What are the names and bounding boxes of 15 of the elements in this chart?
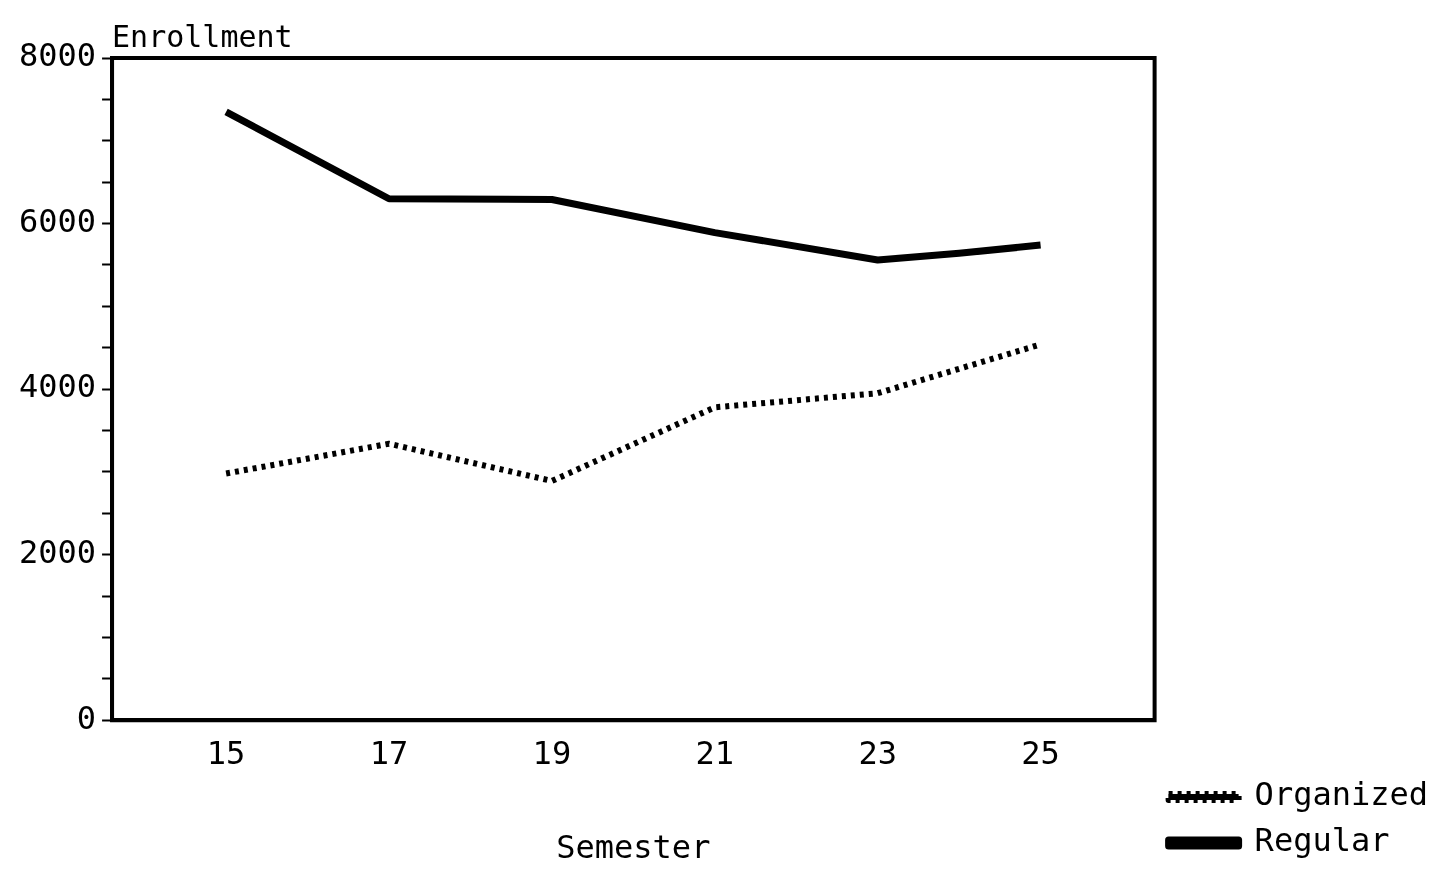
y-tick-label: 4000 xyxy=(19,367,97,406)
y-tick-label: 0 xyxy=(76,698,97,737)
x-tick-label: 25 xyxy=(1021,733,1060,772)
legend-label: Organized xyxy=(1254,775,1428,814)
x-tick-label: 15 xyxy=(206,733,246,772)
x-tick-label: 19 xyxy=(532,733,572,772)
y-tick-label: 2000 xyxy=(19,532,97,571)
y-axis-title: Enrollment xyxy=(112,18,293,54)
y-tick-label: 8000 xyxy=(19,36,97,75)
legend-label: Regular xyxy=(1254,821,1390,860)
x-tick-label: 17 xyxy=(369,733,409,772)
x-tick-label: 23 xyxy=(858,733,897,772)
x-axis-title: Semester xyxy=(556,828,711,867)
x-tick-label: 21 xyxy=(695,733,735,772)
y-tick-label: 6000 xyxy=(19,201,97,240)
